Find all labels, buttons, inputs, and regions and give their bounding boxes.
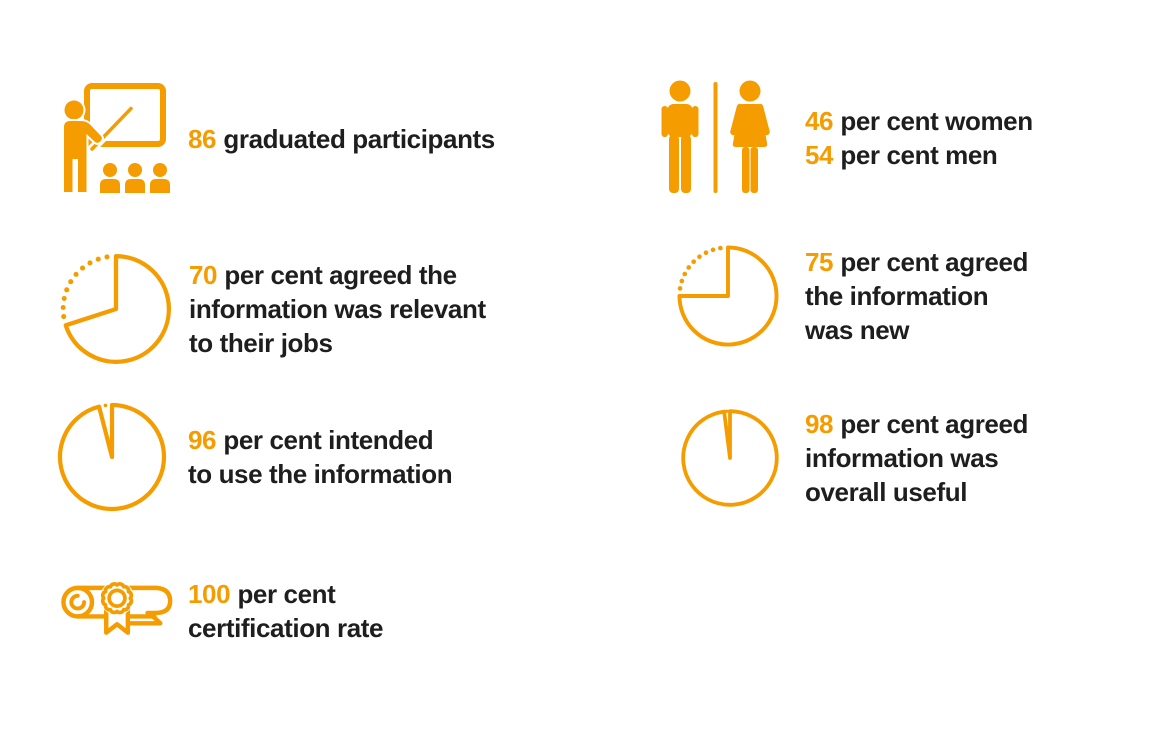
stat-graduated: 86 graduated participants (50, 80, 495, 198)
stat-line: information was relevant (189, 292, 486, 326)
teacher-body (61, 119, 104, 194)
pie-chart-icon (57, 402, 167, 512)
stat-number: 86 (188, 124, 217, 154)
stat-new-information: 75 per cent agreed the information was ne… (672, 240, 1028, 352)
stat-number: 98 (805, 409, 834, 439)
stat-text: overall useful (805, 477, 968, 507)
stat-line: information was (805, 441, 1028, 475)
stat-text: to their jobs (189, 328, 333, 358)
male-female-icon (655, 80, 780, 195)
stat-line: the information (805, 279, 1028, 313)
stat-text: per cent intended (223, 425, 434, 455)
divider-line (713, 82, 718, 193)
stat-line: 54 per cent men (805, 138, 1033, 172)
stat-line: 96 per cent intended (188, 423, 452, 457)
stat-line: to use the information (188, 457, 453, 491)
stat-text: per cent women (840, 105, 1033, 136)
stat-text: graduated participants (223, 124, 495, 154)
stat-text: per cent men (840, 139, 998, 170)
stat-certification: 100 per cent certification rate (58, 571, 383, 651)
stat-relevant: 70 per cent agreed the information was re… (55, 248, 486, 370)
teacher-head (62, 98, 85, 122)
pie-chart-icon (681, 409, 779, 507)
stat-number: 75 (805, 247, 834, 277)
stat-line: was new (805, 313, 1028, 347)
stat-line: to their jobs (189, 326, 486, 360)
stat-line: 70 per cent agreed the (189, 258, 486, 292)
stat-line: 86 graduated participants (188, 122, 495, 156)
female-figure (730, 80, 770, 193)
stat-text: per cent agreed the (224, 260, 457, 290)
stat-number: 70 (189, 260, 218, 290)
stat-line: 100 per cent (188, 577, 383, 611)
stat-line: 46 per cent women (805, 104, 1033, 138)
stat-text: was new (805, 315, 910, 345)
pie-chart-icon (60, 253, 172, 364)
pie-chart-icon (677, 245, 779, 347)
audience (99, 163, 170, 193)
stat-number: 46 (805, 105, 834, 136)
stat-text: information was (805, 443, 999, 473)
stat-number: 96 (188, 425, 217, 455)
stat-line: 98 per cent agreed (805, 407, 1028, 441)
male-figure (661, 80, 699, 193)
stat-text: information was relevant (189, 294, 486, 324)
certificate-icon (58, 571, 182, 651)
stat-intend-to-use: 96 per cent intended to use the informati… (52, 397, 453, 517)
stat-text: per cent agreed (840, 247, 1029, 277)
stat-text: per cent agreed (840, 409, 1029, 439)
stat-line: 75 per cent agreed (805, 245, 1028, 279)
stat-text: certification rate (188, 613, 384, 643)
stat-overall-useful: 98 per cent agreed information was overal… (676, 404, 1028, 512)
stat-text: to use the information (188, 459, 453, 489)
stat-gender: 46 per cent women 54 per cent men (655, 80, 1033, 195)
rosette (99, 581, 135, 616)
classroom-icon (50, 80, 182, 198)
stat-number: 100 (188, 579, 231, 609)
stat-line: certification rate (188, 611, 383, 645)
stat-text: the information (805, 281, 989, 311)
stat-text: per cent (237, 579, 336, 609)
stat-number: 54 (805, 139, 834, 170)
stat-line: overall useful (805, 475, 1028, 509)
